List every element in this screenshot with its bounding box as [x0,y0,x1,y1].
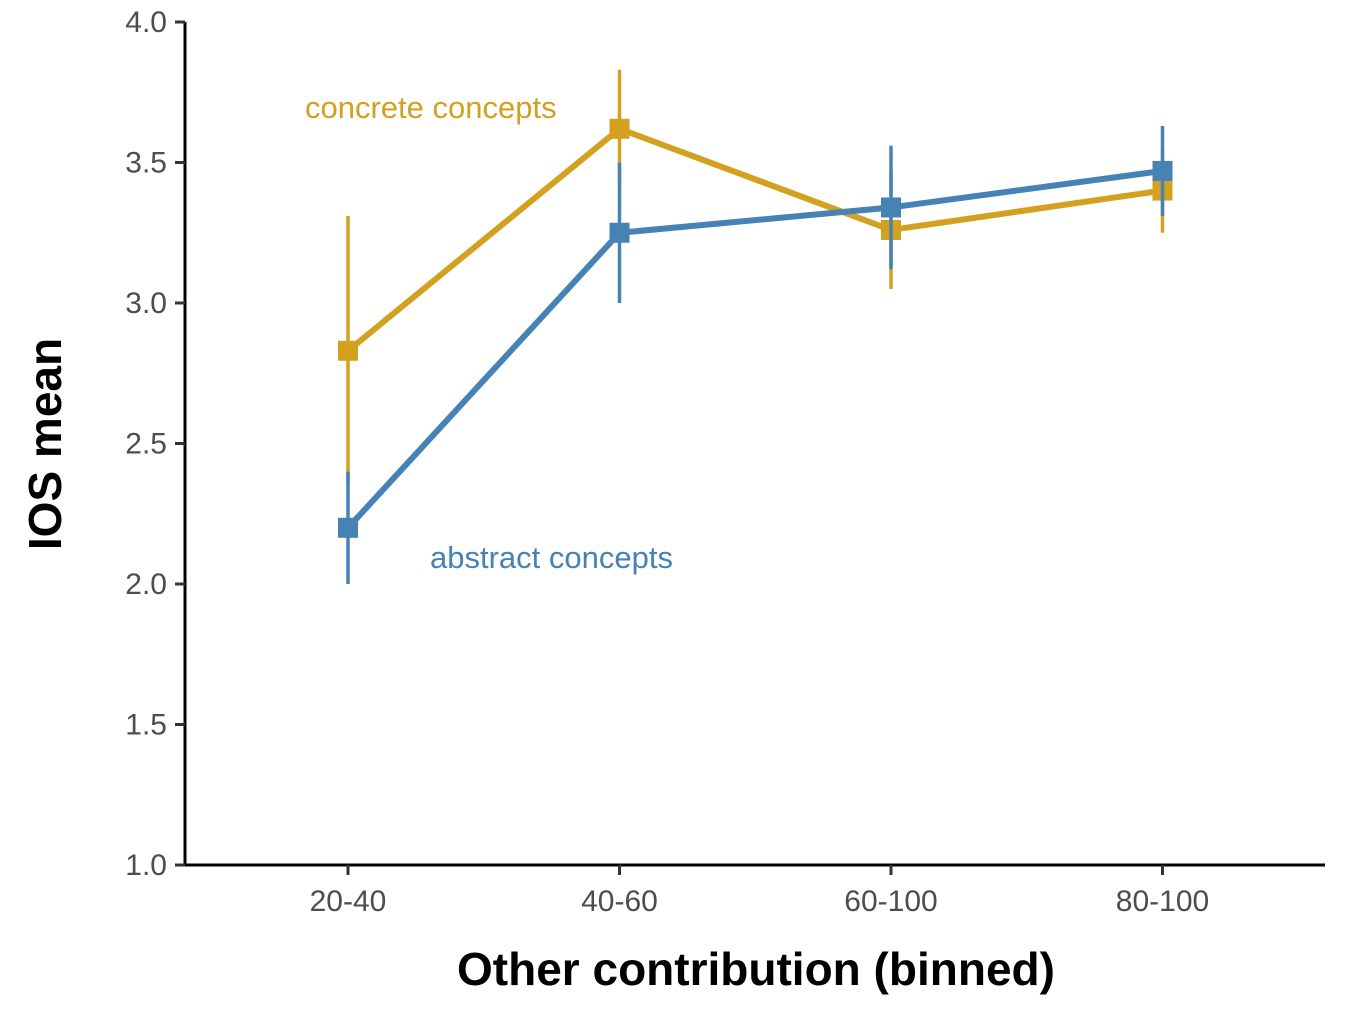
data-point [338,340,358,361]
y-tick-label: 1.0 [125,849,167,882]
y-tick-label: 3.0 [125,287,167,320]
x-tick-label: 60-100 [844,885,937,918]
y-tick-label: 2.5 [125,428,167,461]
y-tick-label: 2.0 [125,568,167,601]
y-tick-label: 4.0 [125,6,167,39]
x-axis-title: Other contribution (binned) [457,943,1055,995]
y-axis-title: IOS mean [19,338,71,550]
x-tick-label: 40-60 [581,885,658,918]
series-concrete [338,69,1173,483]
y-tick-label: 1.5 [125,709,167,742]
data-point [1152,160,1173,181]
data-point [609,118,630,139]
y-tick-label: 3.5 [125,147,167,180]
series-layer [338,69,1173,584]
x-tick-label: 20-40 [310,885,387,918]
series-abstract [338,125,1173,584]
data-point [338,517,358,538]
series-line [346,125,1163,354]
x-tick-label: 80-100 [1116,885,1209,918]
series-label-concrete: concrete concepts [305,90,557,125]
data-point [609,222,630,243]
series-label-abstract: abstract concepts [430,540,673,575]
series-line [345,167,1163,530]
axes: 1.0 1.5 2.0 2.5 3.0 3.5 4.0 20-40 40-60 60-100 80-… [125,6,1325,918]
data-point [881,197,901,218]
